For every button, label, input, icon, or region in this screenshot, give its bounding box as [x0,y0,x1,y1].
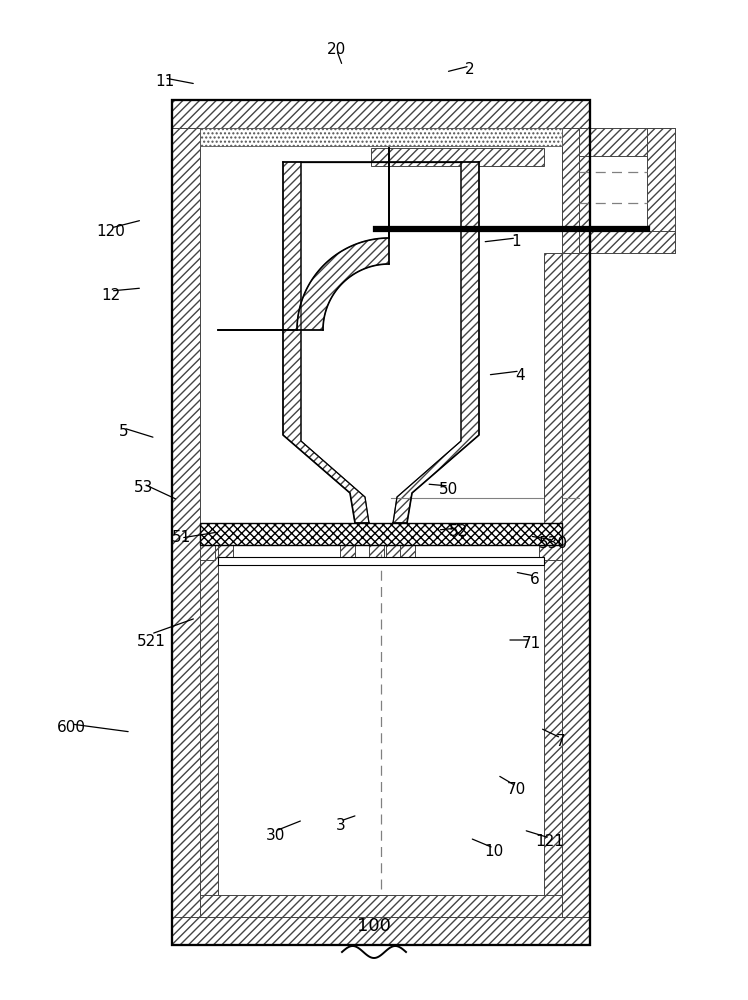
Text: 12: 12 [101,288,120,302]
Text: 100: 100 [357,917,391,935]
Text: 600: 600 [57,720,85,736]
Bar [172,100,590,128]
Bar [218,557,544,565]
Bar [562,128,579,253]
Polygon shape [393,162,479,523]
Text: 20: 20 [327,42,346,57]
Bar [386,545,401,560]
Bar [172,917,590,945]
Bar [200,545,218,917]
Bar [562,231,675,253]
Text: 4: 4 [515,367,524,382]
Text: 120: 120 [96,225,125,239]
Text: 2: 2 [465,62,474,78]
Text: 530: 530 [539,536,568,552]
Text: 50: 50 [439,483,459,497]
Text: 521: 521 [137,635,165,650]
Bar [544,253,562,545]
Text: 53: 53 [134,481,153,495]
Bar [340,545,355,560]
Bar [172,100,590,945]
Text: 51: 51 [171,530,191,546]
Text: 5: 5 [119,424,128,440]
Bar [200,895,562,917]
Bar [647,128,675,253]
Text: 52: 52 [449,524,468,540]
Bar [369,545,384,560]
Bar [200,523,562,545]
Bar [539,545,562,560]
Bar [562,100,590,945]
Text: 30: 30 [266,828,285,842]
Bar [400,545,415,560]
Text: 7: 7 [557,734,565,750]
Bar [200,128,562,146]
Polygon shape [218,148,389,330]
Bar [200,545,215,560]
Text: 71: 71 [521,637,541,652]
Text: 70: 70 [506,782,526,798]
Bar [371,148,544,166]
Text: 10: 10 [484,844,503,859]
Text: 3: 3 [335,818,346,832]
Bar [544,545,562,917]
Bar [172,100,590,945]
Text: 121: 121 [536,834,564,850]
Text: 11: 11 [155,75,174,90]
Bar [562,128,675,156]
Text: 1: 1 [512,234,521,249]
Text: 6: 6 [530,572,540,587]
Polygon shape [283,162,369,523]
Bar [218,545,233,560]
Bar [172,100,200,945]
